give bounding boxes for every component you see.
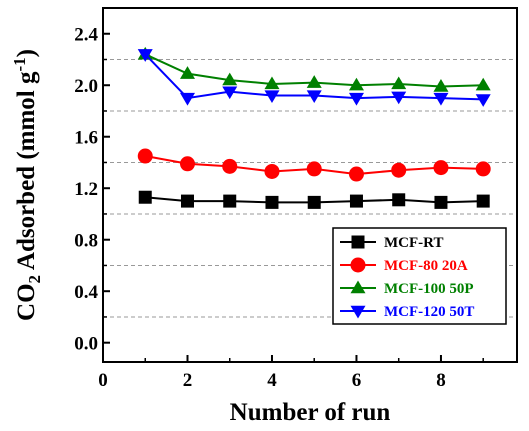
data-point <box>179 92 195 106</box>
y-axis-title-part: Adsorbed (mmol g <box>13 71 40 275</box>
y-tick-label: 2.0 <box>74 76 98 97</box>
legend-item: MCF-120 50T <box>340 304 474 320</box>
data-point <box>348 166 364 182</box>
y-tick-label: 1.2 <box>74 179 98 200</box>
data-point <box>137 49 153 62</box>
x-tick-label: 4 <box>267 370 277 391</box>
series-mcf-100-50p <box>137 46 491 92</box>
data-point <box>434 195 448 209</box>
data-point <box>475 94 491 107</box>
data-point <box>180 194 194 208</box>
legend-marker <box>351 235 365 249</box>
data-point <box>392 193 406 207</box>
data-point <box>306 75 322 88</box>
y-axis-title-part: ) <box>13 49 40 57</box>
y-tick-label: 1.6 <box>74 128 98 149</box>
data-point <box>475 77 491 91</box>
y-tick-label: 0.4 <box>74 282 98 303</box>
data-point <box>222 158 238 174</box>
legend: MCF-RT MCF-80 20A MCF-100 50P MCF-120 50T <box>332 227 507 325</box>
series-mcf-rt <box>138 190 490 209</box>
legend-item: MCF-100 50P <box>340 280 474 297</box>
data-point <box>433 92 449 106</box>
y-axis-title-subscript: 2 <box>25 275 44 284</box>
data-point <box>391 91 407 105</box>
legend-label: MCF-80 20A <box>384 258 468 274</box>
data-point <box>222 72 238 86</box>
data-point <box>433 79 449 92</box>
data-point <box>179 156 195 172</box>
data-point <box>348 92 364 106</box>
legend-label: MCF-RT <box>384 235 443 251</box>
data-point <box>307 195 321 209</box>
data-point <box>433 160 449 176</box>
data-point <box>264 163 280 179</box>
data-point <box>476 194 490 208</box>
y-tick-label: 0.8 <box>74 231 98 252</box>
series-layer <box>137 46 491 209</box>
data-point <box>391 76 407 90</box>
y-axis-title-part: CO <box>13 283 40 321</box>
data-point <box>306 161 322 177</box>
legend-marker <box>350 280 366 294</box>
x-axis-title: Number of run <box>230 399 391 426</box>
legend-label: MCF-120 50T <box>384 304 474 320</box>
data-point <box>348 77 364 91</box>
legend-marker <box>350 305 366 319</box>
data-point <box>264 76 280 90</box>
data-point <box>265 195 279 209</box>
legend-label: MCF-100 50P <box>384 281 474 297</box>
data-point <box>138 190 152 204</box>
data-point <box>475 161 491 177</box>
data-point <box>222 86 238 100</box>
data-point <box>391 162 407 178</box>
x-tick-label: 0 <box>98 370 108 391</box>
data-point <box>137 148 153 164</box>
data-point <box>349 194 363 208</box>
data-point <box>223 194 237 208</box>
series-mcf-80-20a <box>137 148 491 182</box>
legend-item: MCF-80 20A <box>340 257 468 274</box>
data-point <box>264 90 280 104</box>
x-tick-label: 2 <box>183 370 193 391</box>
y-axis-title: CO2 Adsorbed (mmol g-1) <box>10 49 44 321</box>
legend-item: MCF-RT <box>340 235 443 251</box>
data-point <box>306 90 322 104</box>
y-axis-title-superscript: -1 <box>10 57 29 71</box>
y-tick-label: 0.0 <box>74 334 98 355</box>
ticks-layer: 0 2 4 6 8 0.0 0.4 0.8 1.2 1.6 2.0 2.4 <box>74 25 484 391</box>
series-mcf-120-50t <box>137 49 491 107</box>
y-tick-label: 2.4 <box>74 25 98 46</box>
x-tick-label: 8 <box>436 370 446 391</box>
data-point <box>179 66 195 79</box>
x-tick-label: 6 <box>352 370 362 391</box>
plot-frame <box>102 7 518 363</box>
legend-marker <box>350 257 366 273</box>
